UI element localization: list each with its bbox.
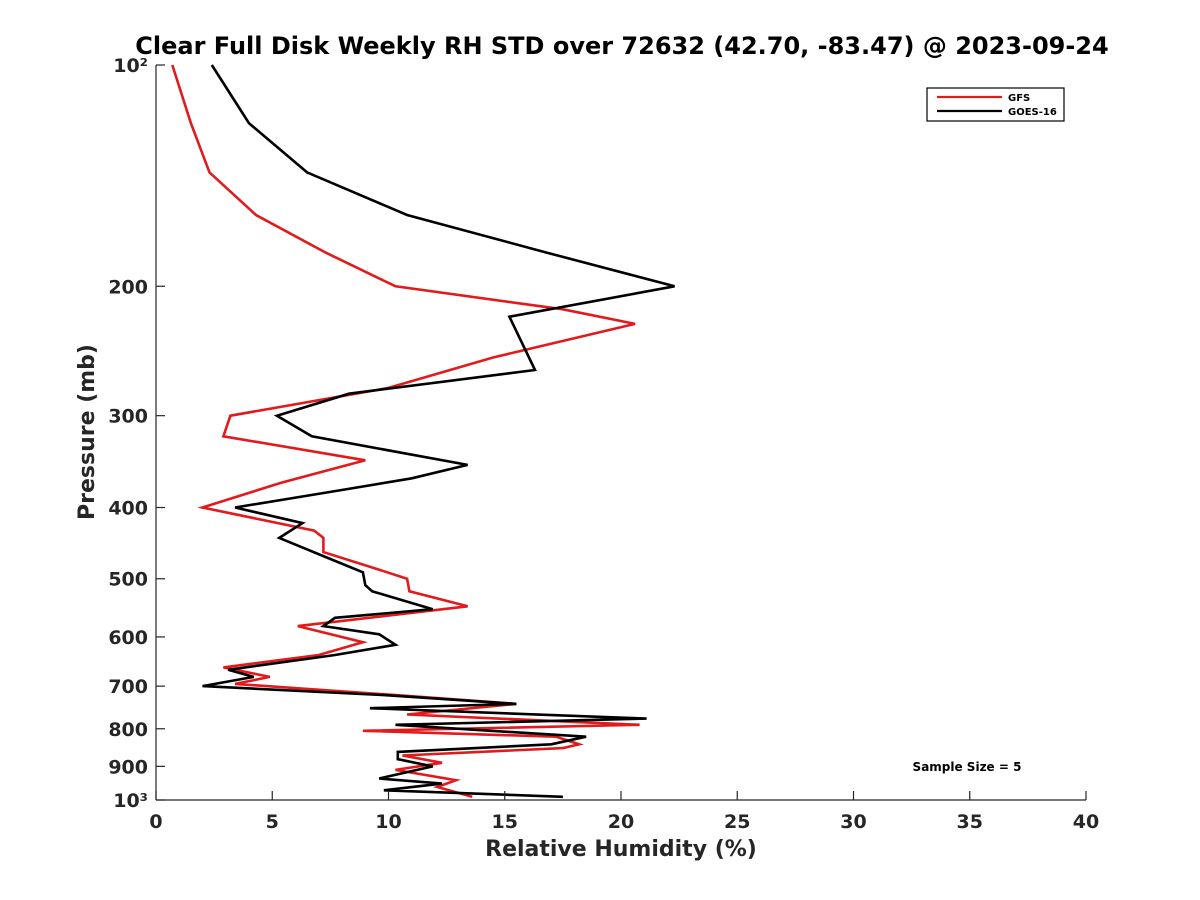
y-tick-label: 300 [108, 406, 148, 428]
y-tick-label: 600 [108, 627, 148, 649]
y-tick-label: 500 [108, 569, 148, 591]
legend-box [926, 87, 1065, 122]
sample-size-annotation: Sample Size = 5 [913, 760, 1022, 774]
series-line-goes16 [202, 64, 675, 799]
x-tick-label: 40 [1073, 811, 1099, 833]
x-tick-label: 5 [266, 811, 279, 833]
y-ticks: 10² 200 300 400 500 600 700 800 900 10³ [108, 55, 165, 812]
legend: GFS GOES-16 [926, 87, 1065, 122]
x-tick-label: 0 [149, 811, 162, 833]
legend-label-goes16: GOES-16 [1008, 107, 1057, 118]
y-axis-label: Pressure (mb) [75, 344, 100, 520]
x-tick-label: 35 [957, 811, 983, 833]
x-ticks: 0 5 10 15 20 25 30 35 40 [149, 791, 1099, 833]
chart-title: Clear Full Disk Weekly RH STD over 72632… [135, 32, 1108, 60]
series-line-gfs [171, 64, 640, 799]
x-tick-label: 15 [492, 811, 518, 833]
y-tick-label: 700 [108, 676, 148, 698]
y-tick-label: 10² [113, 55, 148, 77]
y-tick-label: 900 [108, 756, 148, 778]
x-tick-label: 20 [608, 811, 634, 833]
y-tick-label: 10³ [113, 790, 148, 812]
x-axis-label: Relative Humidity (%) [485, 837, 757, 862]
x-tick-label: 25 [724, 811, 750, 833]
series-layer [171, 64, 675, 799]
x-tick-label: 10 [375, 811, 401, 833]
y-tick-label: 200 [108, 276, 148, 298]
x-tick-label: 30 [840, 811, 866, 833]
legend-label-gfs: GFS [1008, 93, 1030, 104]
y-tick-label: 400 [108, 498, 148, 520]
y-tick-label: 800 [108, 719, 148, 741]
